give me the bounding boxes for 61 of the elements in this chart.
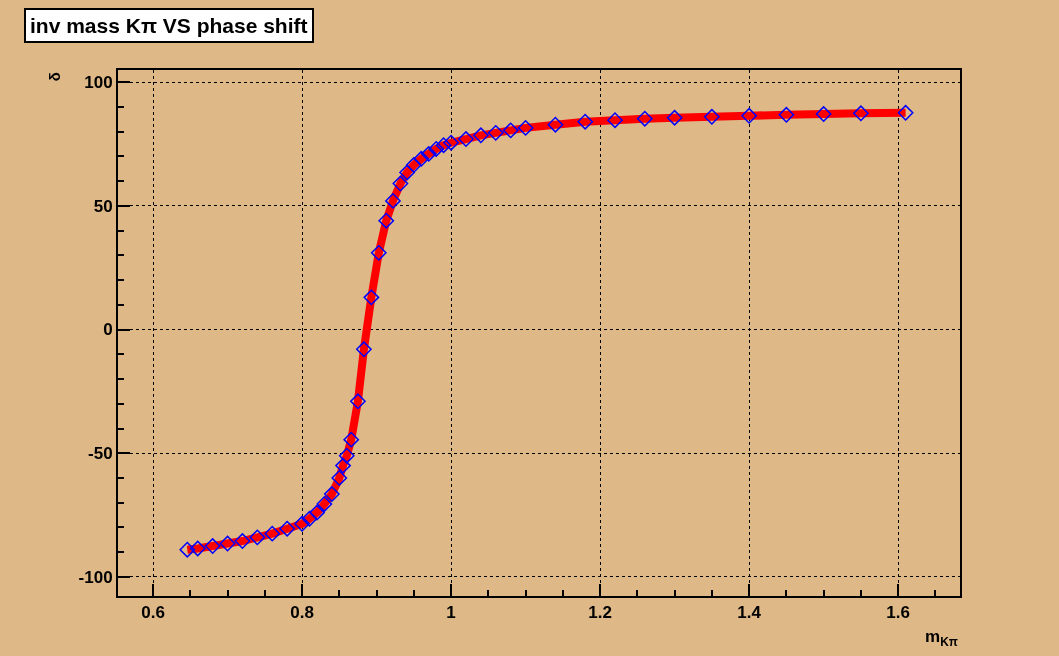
x-tick-label: 1.4 bbox=[737, 603, 762, 623]
point bbox=[547, 116, 564, 133]
point bbox=[385, 192, 401, 209]
y-tick-label: 50 bbox=[93, 196, 113, 216]
point bbox=[577, 113, 594, 130]
point bbox=[517, 119, 534, 136]
y-axis-title: δ bbox=[46, 72, 64, 82]
point bbox=[234, 533, 251, 549]
point bbox=[355, 341, 372, 358]
point bbox=[741, 107, 758, 124]
point bbox=[294, 515, 310, 532]
chart-title: inv mass Kπ VS phase shift bbox=[30, 14, 308, 37]
x-tick-label: 0.6 bbox=[141, 603, 165, 623]
x-axis-title: m$_{Kπ}$ bbox=[925, 627, 958, 649]
point bbox=[370, 244, 387, 261]
point bbox=[897, 104, 914, 121]
point bbox=[487, 124, 504, 141]
point bbox=[472, 127, 489, 144]
point bbox=[204, 538, 221, 554]
y-tick-label: -50 bbox=[88, 444, 113, 464]
x-tick-label: 1.6 bbox=[886, 603, 910, 623]
point bbox=[338, 447, 355, 464]
point bbox=[428, 141, 445, 157]
point bbox=[323, 486, 340, 502]
point bbox=[350, 393, 366, 410]
point bbox=[458, 131, 474, 147]
x-tick-label: 0.8 bbox=[290, 603, 314, 623]
x-tick-label: 1.2 bbox=[588, 603, 612, 623]
point bbox=[279, 520, 296, 537]
point bbox=[343, 431, 360, 448]
point bbox=[264, 525, 281, 542]
y-tick-label: 0 bbox=[103, 320, 113, 340]
point bbox=[703, 108, 720, 125]
y-tick-label: -100 bbox=[78, 567, 113, 587]
point bbox=[331, 470, 348, 486]
point bbox=[853, 105, 869, 122]
point bbox=[219, 535, 236, 552]
point bbox=[502, 122, 519, 139]
point bbox=[309, 504, 325, 521]
point bbox=[301, 510, 318, 527]
point bbox=[443, 134, 459, 151]
point bbox=[636, 110, 653, 127]
point bbox=[815, 106, 832, 122]
point bbox=[420, 145, 437, 162]
point bbox=[249, 529, 266, 546]
point bbox=[778, 106, 795, 123]
point bbox=[179, 541, 196, 558]
point bbox=[363, 289, 380, 306]
point bbox=[405, 157, 422, 173]
point bbox=[399, 164, 416, 181]
point bbox=[666, 109, 683, 126]
point bbox=[335, 457, 351, 474]
x-tick-label: 1 bbox=[446, 603, 456, 623]
point bbox=[413, 150, 430, 167]
point bbox=[607, 112, 623, 129]
point bbox=[392, 175, 409, 192]
point bbox=[435, 137, 452, 154]
point bbox=[189, 540, 206, 557]
point bbox=[316, 496, 333, 512]
point bbox=[378, 212, 395, 229]
y-tick-label: 100 bbox=[84, 73, 113, 93]
